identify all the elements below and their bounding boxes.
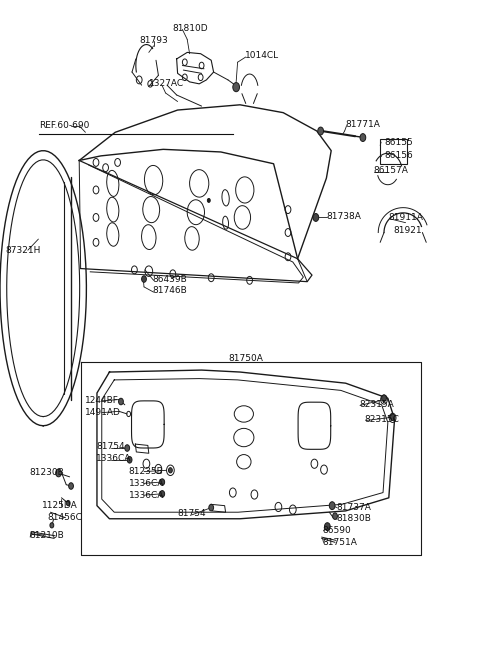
Circle shape — [333, 513, 337, 519]
Text: 82315A: 82315A — [359, 400, 394, 409]
Text: 81456C: 81456C — [47, 513, 82, 522]
Text: 81235B: 81235B — [129, 467, 163, 476]
Circle shape — [56, 469, 61, 477]
Circle shape — [119, 398, 123, 405]
Circle shape — [50, 523, 54, 528]
Text: REF.60-690: REF.60-690 — [39, 121, 90, 130]
Text: 81793: 81793 — [139, 36, 168, 45]
Circle shape — [329, 502, 335, 510]
Text: 1336CA: 1336CA — [129, 491, 164, 500]
Text: 81751A: 81751A — [323, 538, 358, 547]
Text: 81210B: 81210B — [30, 531, 64, 540]
Text: 81754: 81754 — [96, 442, 125, 451]
Text: 81921: 81921 — [394, 226, 422, 235]
Circle shape — [382, 395, 386, 402]
Text: 87321H: 87321H — [6, 246, 41, 255]
Circle shape — [360, 134, 366, 141]
Circle shape — [160, 479, 165, 485]
Text: 1244BF: 1244BF — [85, 396, 120, 405]
Circle shape — [207, 198, 210, 202]
Text: 1491AD: 1491AD — [85, 408, 121, 417]
Text: 81750A: 81750A — [228, 354, 264, 364]
Text: 81911A: 81911A — [389, 213, 424, 222]
Text: 81771A: 81771A — [346, 120, 381, 129]
Text: 1336CA: 1336CA — [96, 454, 132, 463]
Text: 86157A: 86157A — [373, 166, 408, 175]
Circle shape — [313, 214, 319, 221]
Text: 86155: 86155 — [384, 138, 413, 147]
Text: 81746B: 81746B — [153, 286, 187, 295]
Text: 81230B: 81230B — [30, 468, 64, 477]
Text: 81810D: 81810D — [173, 24, 208, 33]
Circle shape — [69, 483, 73, 489]
Text: 82315C: 82315C — [365, 415, 400, 424]
Text: 81737A: 81737A — [336, 503, 371, 512]
Circle shape — [125, 445, 130, 451]
Circle shape — [168, 468, 172, 473]
Bar — [380, 139, 407, 164]
Circle shape — [318, 127, 324, 135]
Text: 86439B: 86439B — [153, 274, 187, 284]
Text: 81754: 81754 — [178, 509, 206, 518]
Text: 1125DA: 1125DA — [42, 501, 78, 510]
Circle shape — [127, 457, 132, 463]
Text: 1327AC: 1327AC — [149, 79, 184, 88]
Circle shape — [66, 500, 70, 506]
Text: 1336CA: 1336CA — [129, 479, 164, 488]
Circle shape — [160, 491, 165, 497]
Text: 81830B: 81830B — [336, 514, 371, 523]
Text: 81738A: 81738A — [326, 212, 361, 221]
Text: 86156: 86156 — [384, 151, 413, 160]
Circle shape — [233, 83, 240, 92]
Circle shape — [390, 414, 395, 421]
Text: 1014CL: 1014CL — [245, 50, 279, 60]
Text: 86590: 86590 — [323, 526, 351, 535]
Circle shape — [324, 523, 330, 531]
Circle shape — [142, 276, 146, 282]
Circle shape — [209, 504, 214, 511]
